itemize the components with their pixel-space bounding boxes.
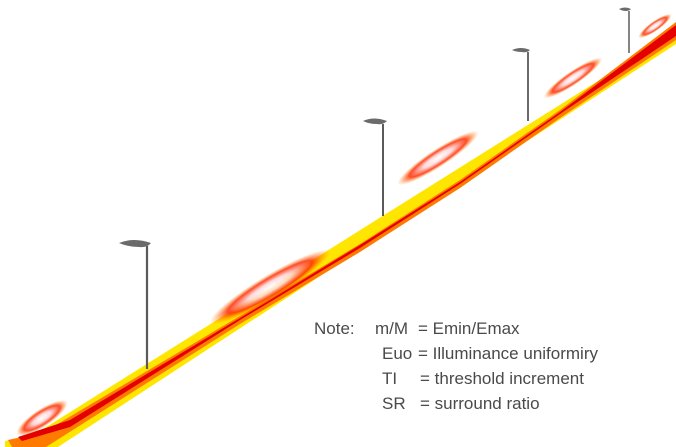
- light-pool-second: [397, 130, 479, 186]
- note-row: TI = threshold increment: [314, 366, 676, 391]
- note-definition: = Illuminance uniformiry: [418, 344, 598, 363]
- note-legend: Note: m/M = Emin/Emax Euo = Illuminance …: [314, 316, 676, 447]
- note-symbol: Euo: [382, 344, 413, 363]
- light-pool-third: [543, 57, 603, 99]
- light-pool-far: [638, 13, 672, 39]
- note-definition: = surround ratio: [420, 394, 540, 413]
- note-row: Euo = Illuminance uniformiry: [314, 341, 676, 366]
- note-symbol: SR: [382, 394, 406, 413]
- note-definition: = Emin/Emax: [418, 319, 520, 338]
- road-illuminance-band: [5, 13, 676, 447]
- street-lamp-icon: [119, 240, 151, 369]
- street-lamp-icon: [619, 7, 631, 53]
- note-row: Note: m/M = Emin/Emax: [314, 316, 676, 341]
- street-lamp-icon: [363, 118, 387, 216]
- note-definition: = threshold increment: [420, 369, 584, 388]
- note-row: SR = surround ratio: [314, 391, 676, 416]
- note-symbol: m/M: [375, 319, 409, 338]
- note-heading: Note:: [314, 319, 355, 338]
- light-pool-start: [16, 400, 68, 436]
- light-pool-near: [209, 249, 331, 325]
- note-symbol: TI: [382, 369, 398, 388]
- street-lamp-icon: [512, 48, 530, 121]
